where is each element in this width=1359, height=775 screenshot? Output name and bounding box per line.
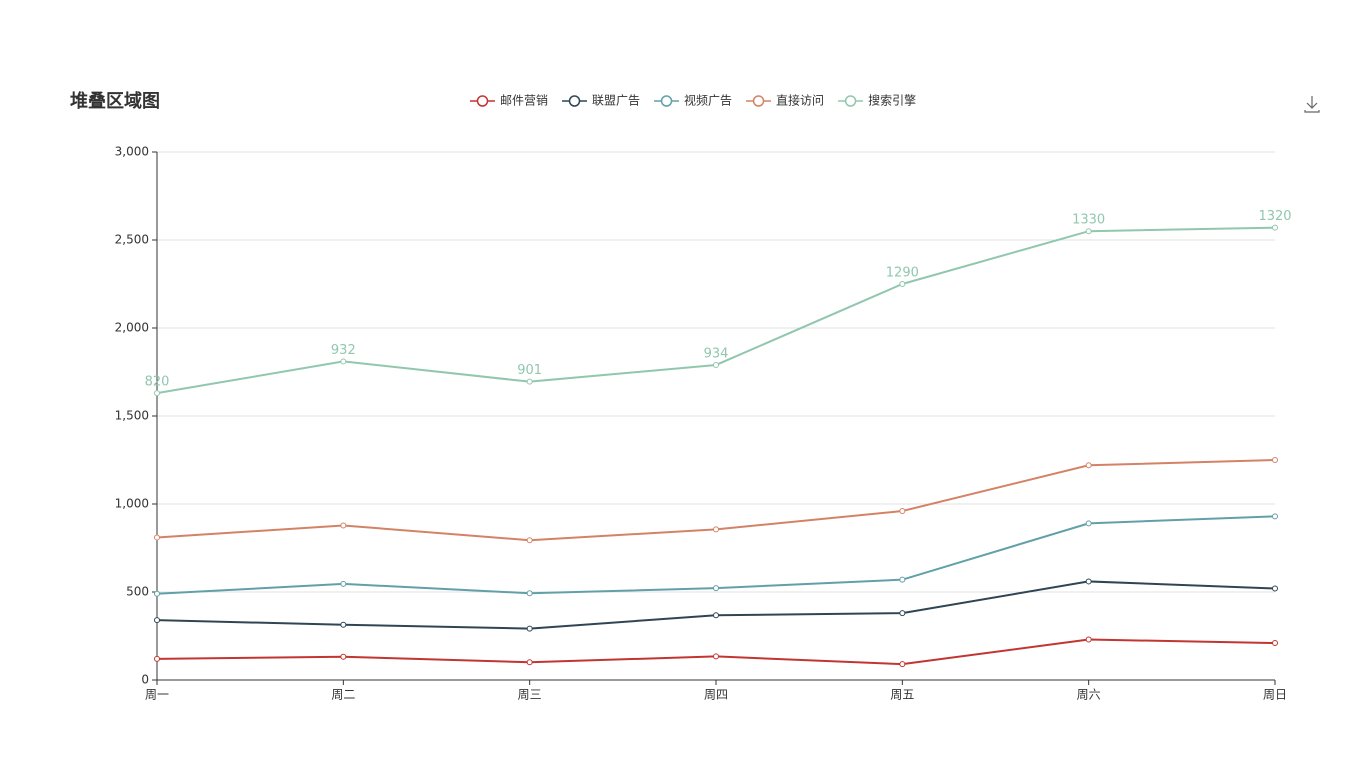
legend-label: 邮件营销 bbox=[500, 94, 548, 108]
data-point bbox=[899, 610, 906, 617]
data-point bbox=[340, 580, 347, 587]
x-tick-label: 周四 bbox=[704, 688, 728, 702]
data-point bbox=[1085, 636, 1092, 643]
data-point bbox=[526, 537, 533, 544]
y-tick-label: 3,000 bbox=[115, 145, 149, 159]
data-point bbox=[154, 390, 160, 397]
y-tick-label: 2,500 bbox=[115, 233, 149, 247]
data-point bbox=[154, 534, 160, 541]
data-point bbox=[340, 358, 347, 365]
data-point bbox=[899, 661, 906, 668]
x-tick-label: 周二 bbox=[331, 688, 355, 702]
data-point bbox=[1085, 462, 1092, 469]
x-tick-label: 周日 bbox=[1263, 688, 1287, 702]
data-point bbox=[1272, 640, 1278, 647]
legend-label: 联盟广告 bbox=[592, 94, 640, 108]
x-tick-label: 周六 bbox=[1077, 688, 1101, 702]
data-point bbox=[1085, 228, 1092, 235]
data-point bbox=[154, 655, 160, 662]
data-label: 932 bbox=[331, 343, 356, 358]
data-point bbox=[340, 621, 347, 628]
data-point bbox=[526, 590, 533, 597]
data-point bbox=[1272, 457, 1278, 463]
legend-marker bbox=[568, 95, 581, 107]
legend-marker bbox=[476, 95, 489, 107]
legend-marker bbox=[844, 95, 857, 107]
data-point bbox=[1272, 585, 1278, 592]
data-point bbox=[899, 576, 906, 583]
data-point bbox=[713, 361, 719, 368]
data-point bbox=[154, 617, 160, 624]
data-label: 1290 bbox=[886, 266, 919, 281]
data-point bbox=[713, 526, 719, 533]
x-tick-label: 周一 bbox=[145, 688, 169, 702]
data-point bbox=[154, 590, 160, 597]
data-label: 1320 bbox=[1258, 209, 1291, 224]
data-point bbox=[526, 625, 533, 632]
data-point bbox=[1272, 224, 1278, 231]
data-point bbox=[340, 653, 347, 660]
data-point bbox=[899, 508, 906, 515]
data-label: 901 bbox=[517, 363, 542, 378]
data-point bbox=[1085, 520, 1092, 527]
x-tick-label: 周三 bbox=[518, 688, 542, 702]
legend-label: 搜索引擎 bbox=[868, 93, 916, 108]
data-point bbox=[1085, 578, 1092, 585]
legend-label: 视频广告 bbox=[684, 93, 732, 108]
y-tick-label: 2,000 bbox=[115, 321, 149, 335]
y-tick-label: 1,500 bbox=[115, 409, 149, 423]
series-line bbox=[156, 638, 1276, 666]
data-label: 820 bbox=[145, 375, 170, 390]
data-point bbox=[526, 659, 533, 666]
y-tick-label: 500 bbox=[126, 585, 149, 599]
x-tick-label: 周五 bbox=[890, 688, 914, 702]
legend-label: 直接访问 bbox=[776, 93, 824, 108]
legend-marker bbox=[660, 95, 673, 107]
data-point bbox=[340, 522, 347, 529]
chart-title: 堆叠区域图 bbox=[70, 90, 160, 112]
download-icon[interactable] bbox=[1304, 96, 1320, 113]
data-point bbox=[713, 612, 719, 619]
legend-marker bbox=[752, 95, 765, 107]
y-tick-label: 1,000 bbox=[115, 497, 149, 511]
series-line bbox=[156, 226, 1276, 395]
data-point bbox=[1272, 513, 1278, 520]
data-label: 934 bbox=[704, 346, 729, 361]
data-point bbox=[713, 653, 719, 660]
data-point bbox=[526, 378, 533, 385]
y-tick-label: 0 bbox=[141, 673, 149, 687]
data-point bbox=[899, 281, 906, 287]
data-label: 1330 bbox=[1072, 213, 1105, 228]
data-point bbox=[713, 585, 719, 592]
